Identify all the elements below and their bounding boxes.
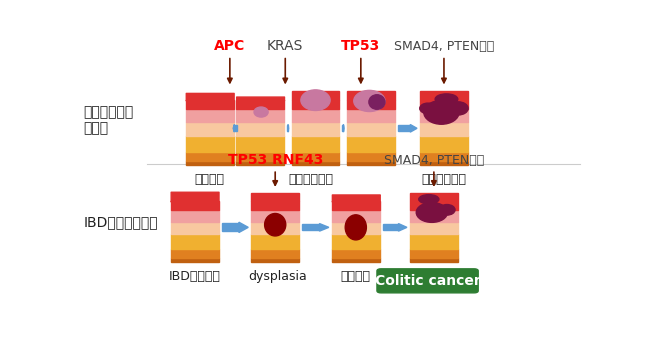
Bar	[332, 210, 380, 222]
Bar	[332, 234, 380, 249]
Bar	[420, 136, 468, 152]
Bar	[410, 258, 458, 262]
Bar	[332, 222, 380, 234]
Bar	[332, 201, 380, 210]
Text: 進行大腸がん: 進行大腸がん	[421, 173, 467, 186]
Text: 進行大腸がん: 進行大腸がん	[411, 270, 456, 283]
Bar	[252, 193, 299, 201]
Ellipse shape	[435, 94, 458, 104]
Bar	[287, 126, 288, 131]
Bar	[420, 122, 468, 136]
Bar	[222, 223, 239, 231]
Bar	[171, 234, 218, 249]
Polygon shape	[410, 125, 417, 132]
Bar	[252, 258, 299, 262]
Bar	[292, 136, 339, 152]
Text: 正常粘膜: 正常粘膜	[195, 173, 225, 186]
Bar	[186, 109, 233, 122]
Bar	[236, 122, 284, 136]
Ellipse shape	[439, 204, 455, 215]
Bar	[347, 161, 395, 165]
Text: SMAD4, PTENなど: SMAD4, PTENなど	[394, 40, 494, 53]
Bar	[186, 136, 233, 152]
Bar	[186, 161, 233, 165]
Text: IBD炎症粘膜: IBD炎症粘膜	[168, 270, 220, 283]
Bar	[235, 126, 237, 131]
Bar	[252, 210, 299, 222]
Text: Colitic cancer: Colitic cancer	[374, 274, 480, 288]
Bar	[410, 210, 458, 222]
Bar	[292, 91, 339, 100]
Bar	[347, 152, 395, 161]
Bar	[292, 152, 339, 161]
Bar	[292, 161, 339, 165]
Text: 通常の多段階
発がん: 通常の多段階 発がん	[84, 105, 134, 135]
Bar	[410, 193, 458, 210]
Bar	[420, 161, 468, 165]
Ellipse shape	[265, 213, 286, 236]
Bar	[236, 161, 284, 165]
Text: 大腸ポリープ: 大腸ポリープ	[288, 173, 333, 186]
Polygon shape	[233, 125, 235, 132]
Bar	[383, 224, 398, 230]
Bar	[410, 234, 458, 249]
Bar	[332, 249, 380, 258]
Text: KRAS: KRAS	[267, 39, 304, 53]
Text: dysplasia: dysplasia	[248, 270, 307, 283]
Bar	[186, 152, 233, 161]
Text: 早期浸潤: 早期浸潤	[341, 270, 370, 283]
Bar	[252, 222, 299, 234]
Bar	[292, 109, 339, 122]
Ellipse shape	[301, 90, 330, 110]
Bar	[236, 152, 284, 161]
Ellipse shape	[345, 215, 367, 240]
Bar	[171, 210, 218, 222]
Ellipse shape	[420, 103, 436, 114]
Polygon shape	[320, 224, 329, 231]
Ellipse shape	[369, 95, 385, 109]
Ellipse shape	[448, 102, 468, 115]
Text: TP53 RNF43: TP53 RNF43	[227, 153, 323, 167]
Bar	[347, 100, 395, 109]
Ellipse shape	[254, 107, 268, 117]
Bar	[347, 122, 395, 136]
Polygon shape	[398, 224, 407, 231]
Bar	[186, 100, 233, 109]
Text: IBDからの発がん: IBDからの発がん	[84, 215, 159, 229]
Bar	[420, 91, 468, 109]
Bar	[236, 100, 284, 109]
Bar	[171, 249, 218, 258]
Bar	[236, 109, 284, 122]
Bar	[332, 258, 380, 262]
Bar	[292, 122, 339, 136]
FancyBboxPatch shape	[377, 269, 478, 293]
Bar	[171, 222, 218, 234]
Bar	[186, 122, 233, 136]
Bar	[420, 152, 468, 161]
Text: APC: APC	[214, 39, 246, 53]
Bar	[347, 91, 395, 100]
Polygon shape	[239, 222, 248, 233]
Bar	[410, 249, 458, 258]
Bar	[252, 249, 299, 258]
Bar	[420, 109, 468, 122]
Bar	[171, 201, 218, 210]
Bar	[398, 126, 410, 131]
Bar	[347, 109, 395, 122]
Ellipse shape	[416, 203, 447, 222]
Ellipse shape	[419, 194, 439, 204]
Ellipse shape	[424, 100, 459, 124]
Bar	[171, 258, 218, 262]
Bar	[252, 201, 299, 210]
Bar	[302, 224, 320, 230]
Bar	[252, 234, 299, 249]
Bar	[292, 100, 339, 109]
Text: SMAD4, PTENなど: SMAD4, PTENなど	[384, 154, 484, 167]
Bar	[410, 222, 458, 234]
Text: TP53: TP53	[341, 39, 380, 53]
Ellipse shape	[354, 91, 385, 111]
Bar	[236, 136, 284, 152]
Bar	[347, 136, 395, 152]
